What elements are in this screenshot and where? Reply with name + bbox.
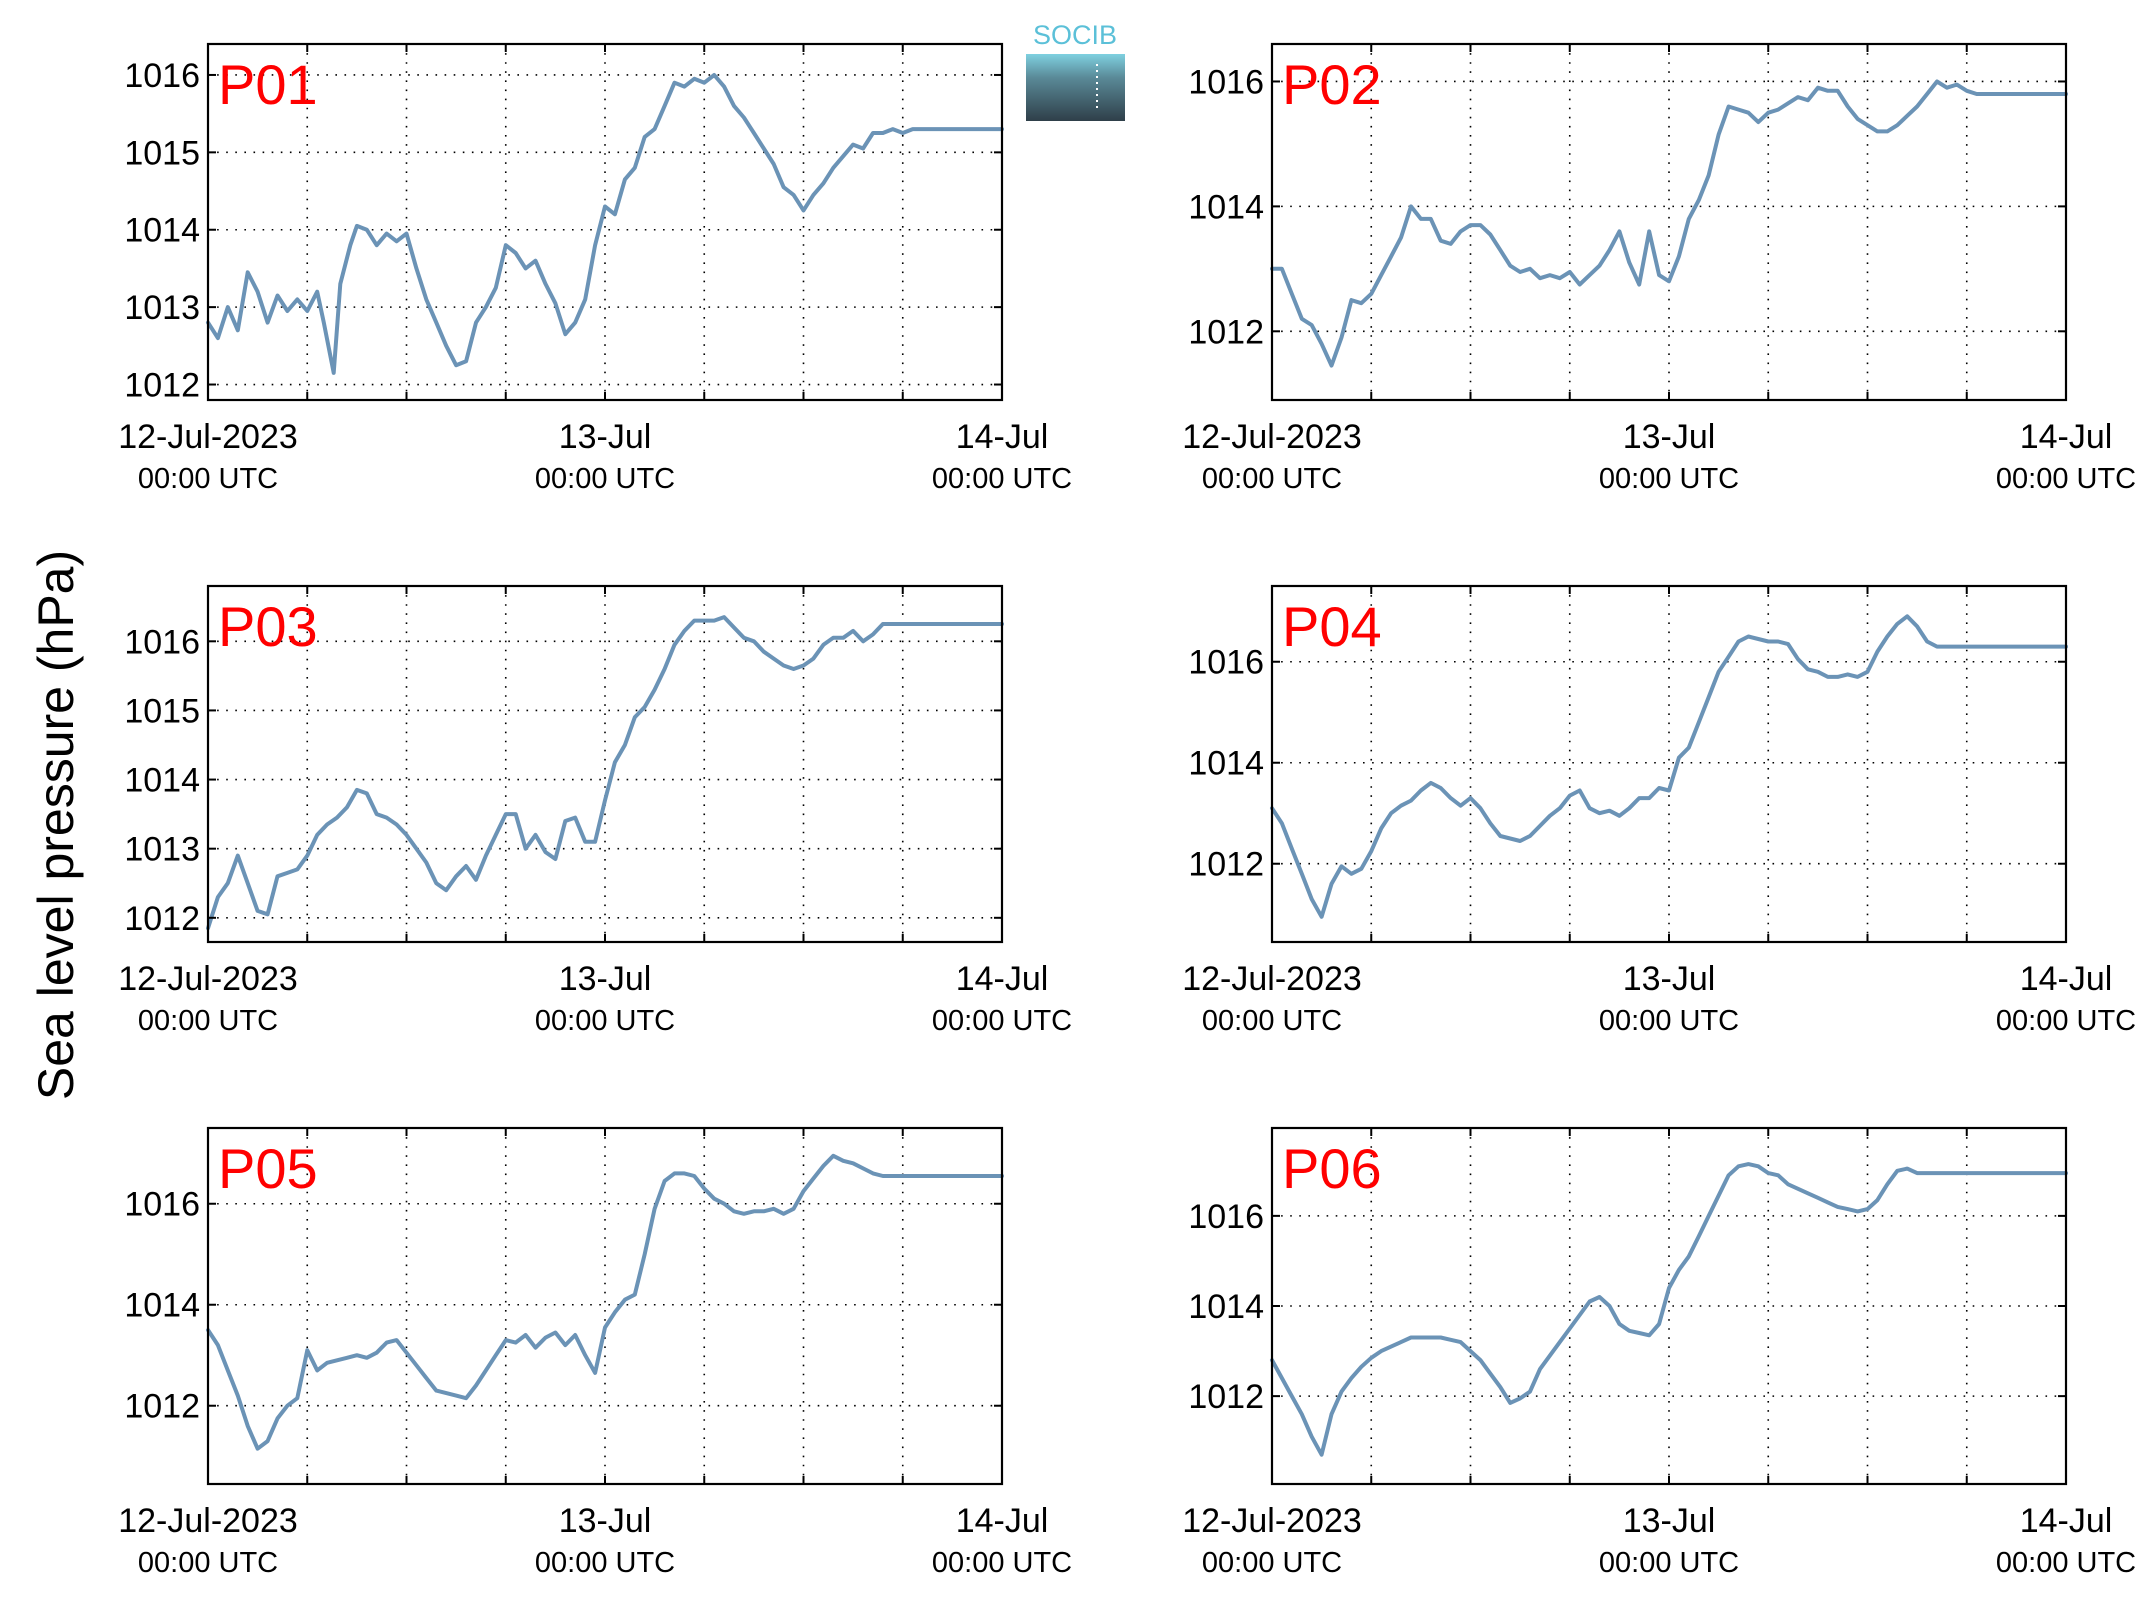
y-tick-label: 1016 [1188,63,1264,101]
y-tick-label: 1016 [124,623,200,661]
y-tick-label: 1016 [1188,1198,1264,1236]
x-tick-date-label: 13-Jul [1623,1502,1716,1540]
x-tick-time-label: 00:00 UTC [138,1547,278,1579]
chart-panel-p05: 1012 1014 1016 12-Jul-2023 00:00 UTC 13-Jul 00… [118,1126,1072,1579]
y-tick-label: 1012 [1188,1378,1264,1416]
x-tick-time-label: 00:00 UTC [1599,1547,1739,1579]
x-tick-date-label: 12-Jul-2023 [118,960,298,998]
panel-label: P03 [218,595,318,658]
y-tick-label: 1014 [1188,1288,1264,1326]
logo-block [1026,54,1125,121]
x-tick-time-label: 00:00 UTC [1202,463,1342,495]
pressure-series-line [1270,614,2068,919]
x-tick-date-label: 12-Jul-2023 [118,418,298,456]
x-tick-time-label: 00:00 UTC [1996,463,2136,495]
x-tick-date-label: 13-Jul [559,1502,652,1540]
x-tick-time-label: 00:00 UTC [1202,1547,1342,1579]
x-tick-date-label: 12-Jul-2023 [1182,960,1362,998]
y-tick-label: 1016 [1188,644,1264,682]
x-tick-time-label: 00:00 UTC [932,463,1072,495]
plot-area [1272,44,2066,400]
x-tick-time-label: 00:00 UTC [138,1005,278,1037]
panel-label: P02 [1282,53,1382,116]
x-tick-time-label: 00:00 UTC [535,1547,675,1579]
y-tick-label: 1014 [1188,188,1264,226]
x-tick-date-label: 13-Jul [1623,960,1716,998]
plot-area [208,586,1002,942]
plot-area [1272,586,2066,942]
panel-label: P01 [218,53,318,116]
x-tick-time-label: 00:00 UTC [1996,1547,2136,1579]
y-axis-label: Sea level pressure (hPa) [28,550,84,1100]
x-tick-time-label: 00:00 UTC [535,1005,675,1037]
logo-text: SOCIB [1033,20,1117,50]
x-tick-time-label: 00:00 UTC [1996,1005,2136,1037]
y-tick-label: 1014 [124,212,200,250]
y-tick-label: 1012 [124,900,200,938]
y-tick-label: 1014 [124,1287,200,1325]
y-tick-label: 1015 [124,134,200,172]
x-tick-date-label: 12-Jul-2023 [1182,1502,1362,1540]
chart-panel-p01: 1012 1013 1014 1015 1016 12-Jul-2023 00:00 UTC… [118,42,1072,495]
y-tick-label: 1013 [124,289,200,327]
pressure-series-line [1270,79,2068,368]
x-tick-time-label: 00:00 UTC [535,463,675,495]
x-tick-date-label: 14-Jul [2020,960,2113,998]
y-tick-label: 1014 [1188,745,1264,783]
y-tick-label: 1015 [124,692,200,730]
x-tick-date-label: 13-Jul [559,960,652,998]
panel-label: P06 [1282,1137,1382,1200]
y-tick-label: 1012 [1188,846,1264,884]
chart-panel-p06: 1012 1014 1016 12-Jul-2023 00:00 UTC 13-Jul 00… [1182,1126,2136,1579]
x-tick-date-label: 13-Jul [1623,418,1716,456]
x-tick-date-label: 12-Jul-2023 [118,1502,298,1540]
chart-panel-p03: 1012 1013 1014 1015 1016 12-Jul-2023 00:00 UTC… [118,584,1072,1037]
x-tick-date-label: 12-Jul-2023 [1182,418,1362,456]
x-tick-time-label: 00:00 UTC [138,463,278,495]
pressure-series-line [206,73,1004,375]
y-tick-label: 1012 [124,1388,200,1426]
chart-panel-p02: 1012 1014 1016 12-Jul-2023 00:00 UTC 13-Jul 00… [1182,42,2136,495]
y-tick-label: 1016 [124,57,200,95]
x-tick-time-label: 00:00 UTC [1599,1005,1739,1037]
x-tick-date-label: 14-Jul [2020,418,2113,456]
x-tick-time-label: 00:00 UTC [932,1547,1072,1579]
x-tick-date-label: 14-Jul [956,418,1049,456]
plot-area [1272,1128,2066,1484]
pressure-series-line [206,615,1004,931]
plot-area [208,1128,1002,1484]
socib-logo: SOCIB [1026,20,1125,121]
x-tick-time-label: 00:00 UTC [1202,1005,1342,1037]
panel-label: P05 [218,1137,318,1200]
y-tick-label: 1016 [124,1186,200,1224]
x-tick-date-label: 14-Jul [956,960,1049,998]
x-tick-time-label: 00:00 UTC [1599,463,1739,495]
panels: 1012 1013 1014 1015 1016 12-Jul-2023 00:00 UTC… [118,42,2136,1579]
pressure-series-line [1270,1162,2068,1457]
y-tick-label: 1012 [1188,313,1264,351]
y-tick-label: 1013 [124,831,200,869]
y-tick-label: 1012 [124,367,200,405]
pressure-series-line [206,1153,1004,1451]
panel-label: P04 [1282,595,1382,658]
x-tick-date-label: 14-Jul [2020,1502,2113,1540]
y-tick-label: 1014 [124,762,200,800]
x-tick-date-label: 14-Jul [956,1502,1049,1540]
plot-area [208,44,1002,400]
x-tick-date-label: 13-Jul [559,418,652,456]
x-tick-time-label: 00:00 UTC [932,1005,1072,1037]
chart-panel-p04: 1012 1014 1016 12-Jul-2023 00:00 UTC 13-Jul 00… [1182,584,2136,1037]
